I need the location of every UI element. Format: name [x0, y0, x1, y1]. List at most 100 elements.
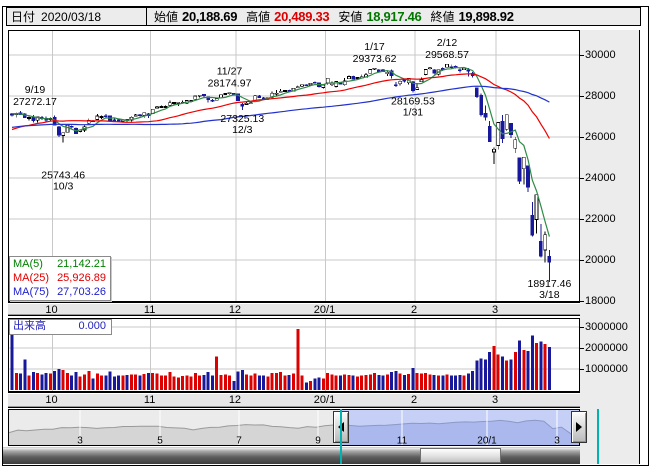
month-label: 20/1: [313, 304, 336, 316]
svg-text:12/3: 12/3: [232, 124, 253, 136]
low-value: 18,917.46: [366, 9, 422, 24]
month-label: 12: [228, 394, 242, 406]
main-y-label: 24000: [585, 172, 616, 184]
navigator-month-label: 3: [554, 436, 560, 446]
volume-label: 出来高: [13, 320, 46, 332]
ma-period-label: MA(5): [13, 258, 43, 270]
svg-text:28174.97: 28174.97: [208, 77, 252, 89]
date-label: 日付: [11, 10, 36, 24]
main-gridlines: [9, 31, 579, 301]
main-y-label: 28000: [585, 90, 616, 102]
open-value: 20,188.69: [182, 9, 238, 24]
main-y-tick: [580, 96, 584, 97]
main-y-tick: [580, 301, 584, 302]
main-y-label: 18000: [585, 295, 616, 307]
volume-legend: 出来高 0.000: [9, 319, 112, 335]
main-y-tick: [580, 137, 584, 138]
month-label: 2: [411, 304, 418, 316]
ma-period-label: MA(25): [13, 272, 50, 284]
main-y-label: 22000: [585, 213, 616, 225]
main-y-tick: [580, 219, 584, 220]
navigator-selected-range[interactable]: [9, 410, 579, 445]
main-y-tick: [580, 178, 584, 179]
ma-period-label: MA(75): [13, 286, 50, 298]
main-x-axis: 10 11 12 20/1 2 3: [8, 302, 580, 316]
close-label: 終値: [430, 10, 455, 24]
month-label: 12: [228, 304, 242, 316]
month-label: 2: [411, 394, 418, 406]
ma-legend: MA(5) 21,142.21 MA(25) 25,926.89 MA(75) 27,70…: [9, 256, 111, 301]
main-y-label: 30000: [585, 49, 616, 61]
svg-text:27325.13: 27325.13: [220, 113, 264, 125]
month-label: 3: [492, 394, 499, 406]
ma-value: 25,926.89: [57, 272, 106, 284]
svg-text:11/27: 11/27: [217, 65, 243, 77]
navigator-month-label: 5: [157, 436, 163, 446]
svg-text:3/18: 3/18: [539, 289, 560, 301]
header-date-box: 日付 2020/03/18: [6, 7, 147, 26]
ma25-line: [11, 73, 550, 139]
navigator-scroll-right-button[interactable]: [571, 411, 587, 443]
svg-text:9/19: 9/19: [25, 84, 46, 96]
navigator-month-label: 9: [315, 436, 321, 446]
month-label: 11: [143, 304, 156, 316]
ma-value: 27,703.26: [57, 286, 106, 298]
month-label: 20/1: [313, 394, 336, 406]
main-y-tick: [580, 260, 584, 261]
svg-text:1/31: 1/31: [403, 107, 424, 119]
volume-y-tick: [580, 369, 584, 370]
svg-text:10/3: 10/3: [53, 180, 74, 192]
volume-y-label: 1000000: [585, 363, 628, 375]
svg-text:28169.53: 28169.53: [391, 96, 435, 108]
ma-legend-row: MA(25) 25,926.89: [10, 271, 110, 285]
ma75-line: [11, 85, 550, 128]
high-value: 20,489.33: [274, 9, 330, 24]
high-label: 高値: [246, 10, 271, 24]
navigator-ticks: [79, 410, 558, 445]
right-arrow-icon: [576, 422, 582, 432]
volume-x-axis: 10 11 12 20/1 2 3: [8, 392, 580, 408]
horizontal-scrollbar-thumb[interactable]: [420, 448, 501, 463]
close-value: 19,898.92: [458, 9, 514, 24]
volume-y-tick: [580, 327, 584, 328]
volume-chart[interactable]: [8, 318, 580, 392]
month-label: 10: [45, 394, 58, 406]
ma-legend-row: MA(5) 21,142.21: [10, 257, 110, 271]
y-axis-panel: [580, 30, 640, 464]
main-y-label: 26000: [585, 131, 616, 143]
low-label: 安値: [338, 10, 363, 24]
volume-y-label: 2000000: [585, 342, 628, 354]
window-start-marker: [340, 409, 342, 464]
date-value: 2020/03/18: [41, 9, 102, 24]
navigator-month-label: 3: [77, 436, 83, 446]
volume-y-label: 3000000: [585, 321, 628, 333]
month-label: 10: [45, 304, 58, 316]
navigator-month-label: 20/1: [477, 436, 497, 446]
candlesticks: [10, 63, 552, 283]
svg-text:2/12: 2/12: [437, 37, 458, 49]
main-y-tick: [580, 55, 584, 56]
volume-y-tick: [580, 348, 584, 349]
svg-text:27272.17: 27272.17: [13, 96, 57, 108]
volume-value: 0.000: [78, 320, 106, 332]
svg-text:18917.46: 18917.46: [527, 278, 571, 290]
month-label: 11: [143, 394, 156, 406]
svg-text:25743.46: 25743.46: [41, 169, 85, 181]
open-label: 始値: [154, 10, 179, 24]
svg-text:29373.62: 29373.62: [353, 53, 397, 65]
ma-value: 21,142.21: [57, 258, 106, 270]
svg-text:1/17: 1/17: [364, 41, 385, 53]
ma5-line: [11, 66, 550, 237]
header-ohlc-box: 始値 20,188.69 高値 20,489.33 安値 18,917.46 終値 19,89…: [146, 7, 641, 26]
svg-text:29568.57: 29568.57: [425, 49, 469, 61]
window-frame: [2, 6, 649, 466]
volume-bars: [10, 329, 551, 390]
main-y-label: 20000: [585, 254, 616, 266]
window-end-marker: [597, 409, 599, 464]
range-navigator[interactable]: 3 5 7 9 11 20/1 3: [8, 409, 580, 446]
ma-legend-row: MA(75) 27,703.26: [10, 285, 110, 299]
month-label: 3: [492, 304, 499, 316]
navigator-month-label: 11: [397, 436, 408, 446]
